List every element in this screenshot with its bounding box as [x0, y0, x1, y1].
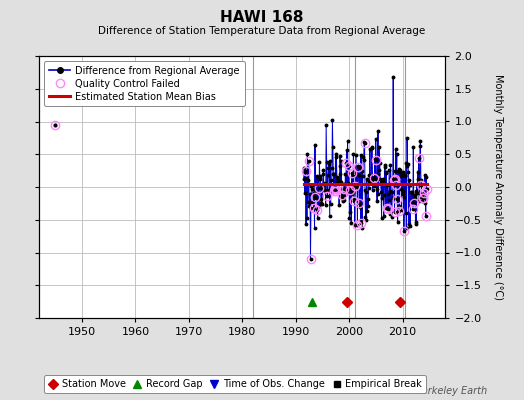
Y-axis label: Monthly Temperature Anomaly Difference (°C): Monthly Temperature Anomaly Difference (…	[493, 74, 503, 300]
Legend: Station Move, Record Gap, Time of Obs. Change, Empirical Break: Station Move, Record Gap, Time of Obs. C…	[44, 375, 426, 393]
Text: HAWI 168: HAWI 168	[220, 10, 304, 25]
Text: Berkeley Earth: Berkeley Earth	[415, 386, 487, 396]
Text: Difference of Station Temperature Data from Regional Average: Difference of Station Temperature Data f…	[99, 26, 425, 36]
Legend: Difference from Regional Average, Quality Control Failed, Estimated Station Mean: Difference from Regional Average, Qualit…	[44, 61, 245, 106]
